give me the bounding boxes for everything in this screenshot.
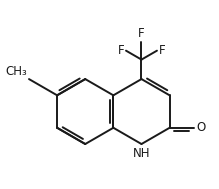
Text: CH₃: CH₃ bbox=[5, 65, 27, 78]
Text: F: F bbox=[159, 44, 166, 57]
Text: O: O bbox=[196, 121, 205, 134]
Text: F: F bbox=[117, 44, 124, 57]
Text: NH: NH bbox=[133, 147, 150, 160]
Text: F: F bbox=[138, 27, 145, 40]
